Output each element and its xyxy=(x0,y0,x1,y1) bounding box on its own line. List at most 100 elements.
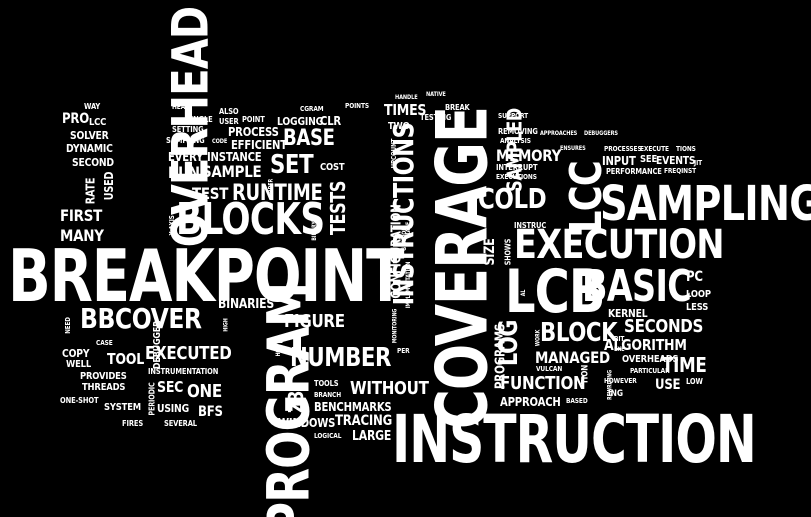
word-well: WELL xyxy=(66,359,92,370)
word-lcc-small: LCC xyxy=(89,117,107,128)
word-test: TEST xyxy=(192,184,229,203)
word-lcc: LCC xyxy=(560,161,612,233)
word-events: EVENTS xyxy=(656,154,696,167)
word-processes: PROCESSES xyxy=(604,145,642,153)
word-set: SET xyxy=(270,150,314,180)
word-execute: EXECUTE xyxy=(640,145,669,153)
word-ensures: ENSURES xyxy=(560,145,586,152)
word-per: PER xyxy=(397,347,410,355)
word-debuggers: DEBUGGERS xyxy=(584,130,618,137)
word-upcount: UPCOUNT xyxy=(390,138,399,169)
word-used: USED xyxy=(101,171,116,201)
word-instruc: INSTRUC xyxy=(514,221,547,230)
word-less: LESS xyxy=(686,302,709,313)
word-analysis: ANALYSIS xyxy=(500,137,531,145)
word-executions: EXECUTIONS xyxy=(496,173,537,181)
word-first: FIRST xyxy=(60,206,103,225)
word-provides: PROVIDES xyxy=(80,371,127,382)
word-times: TIMES xyxy=(384,101,427,119)
word-input: INPUT xyxy=(602,154,636,168)
word-fires: FIRES xyxy=(122,419,144,428)
word-break: BREAK xyxy=(445,103,470,112)
word-benchmarks: BENCHMARKS xyxy=(314,400,392,414)
word-debugger: DEBUGGER xyxy=(152,320,164,370)
word-threads: THREADS xyxy=(82,382,126,393)
word-blocks: BLOCKS xyxy=(176,194,325,245)
word-one-shot: ONE-SHOT xyxy=(60,396,99,405)
word-every: EVERY xyxy=(168,150,204,164)
word-dynamic: DYNAMIC xyxy=(66,142,113,155)
word-pro: PRO xyxy=(62,111,89,127)
word-interrupt: INTERRUPT xyxy=(496,163,538,172)
word-handle: HANDLE xyxy=(395,94,418,101)
word-tests: TESTS xyxy=(325,180,350,236)
word-native: NATIVE xyxy=(426,91,446,98)
word-lcb: LCB xyxy=(505,257,605,327)
word-tions: TIONS xyxy=(676,145,696,153)
word-cgram: CGRAM xyxy=(300,105,324,113)
word-tool: TOOL xyxy=(107,350,145,368)
word-use: USE xyxy=(655,377,681,393)
word-need: NEED xyxy=(63,317,72,334)
word-tools: TOOLS xyxy=(314,379,339,388)
word-bit: BIT xyxy=(614,335,625,343)
word-tracing: TRACING xyxy=(335,413,393,429)
word-al: AL xyxy=(520,289,528,297)
word-coverage: COVERAGE xyxy=(421,106,504,430)
word-base: BASE xyxy=(283,126,335,151)
word-copy: COPY xyxy=(62,347,90,360)
word-bfs: BFS xyxy=(198,404,223,420)
word-binaries: BINARIES xyxy=(218,297,275,312)
word-ex: EX xyxy=(276,335,285,344)
word-process: PROCESS xyxy=(228,125,279,139)
word-logical: LOGICAL xyxy=(314,432,342,440)
word-pc: PC xyxy=(686,269,703,285)
word-rate: RATE xyxy=(83,177,98,205)
word-low: LOW xyxy=(686,377,703,386)
word-kernel: KERNEL xyxy=(608,307,648,320)
word-using: USING xyxy=(157,402,189,415)
word-size: SIZE xyxy=(481,238,498,266)
word-run: RUN xyxy=(168,163,200,182)
word-many: MANY xyxy=(60,226,104,245)
word-support: SUPPORT xyxy=(498,112,529,120)
word-branch: BRANCH xyxy=(314,391,342,399)
word-single: SINGLE xyxy=(186,115,213,124)
word-number: NUMBER xyxy=(290,343,392,373)
word-large: LARGE xyxy=(352,429,392,444)
word-without: WITHOUT xyxy=(350,378,429,399)
word-tion: TION xyxy=(580,364,591,385)
word-way: WAY xyxy=(84,102,101,111)
word-performance: PERFORMANCE xyxy=(606,167,662,176)
word-jit: JIT xyxy=(694,159,703,167)
word-instance: INSTANCE xyxy=(207,150,262,164)
word-sec: SEC xyxy=(157,378,184,396)
word-sample: SAMPLE xyxy=(202,162,262,181)
word-cost: COST xyxy=(320,162,345,173)
word-second: SECOND xyxy=(72,156,114,169)
word-time: TIME xyxy=(662,353,707,377)
word-may: MAY xyxy=(204,289,212,301)
word-particular: PARTICULAR xyxy=(630,367,670,375)
word-setting: SETTING xyxy=(172,125,204,134)
word-periodic: PERIODIC xyxy=(147,382,157,416)
word-high: HIGH xyxy=(222,318,230,332)
word-overheads: OVERHEADS xyxy=(622,354,679,365)
word-points: POINTS xyxy=(345,102,369,110)
word-algorithm: ALGORITHM xyxy=(604,336,687,354)
word-instrumentation: INSTRUMENTATION xyxy=(148,367,219,376)
word-x-axis: X-AXIS xyxy=(168,215,177,236)
word-based: BASED xyxy=(566,397,588,405)
word-managed: MANAGED xyxy=(535,348,610,367)
word-shows: SHOWS xyxy=(503,238,513,266)
word-runtime: RUNTIME xyxy=(232,181,323,206)
word-configuration: CONFIGURATION xyxy=(389,204,405,299)
word-block: BLOCK xyxy=(540,318,618,348)
word-ing: ING xyxy=(608,389,623,399)
word-also: ALSO xyxy=(219,107,239,116)
word-work: WORK xyxy=(534,329,542,347)
word-seconds: SECONDS xyxy=(624,316,704,337)
word-sampling: SAMPLING xyxy=(600,176,811,232)
word-exe: EXE xyxy=(614,346,625,353)
word-approach: APPROACH xyxy=(500,395,561,409)
